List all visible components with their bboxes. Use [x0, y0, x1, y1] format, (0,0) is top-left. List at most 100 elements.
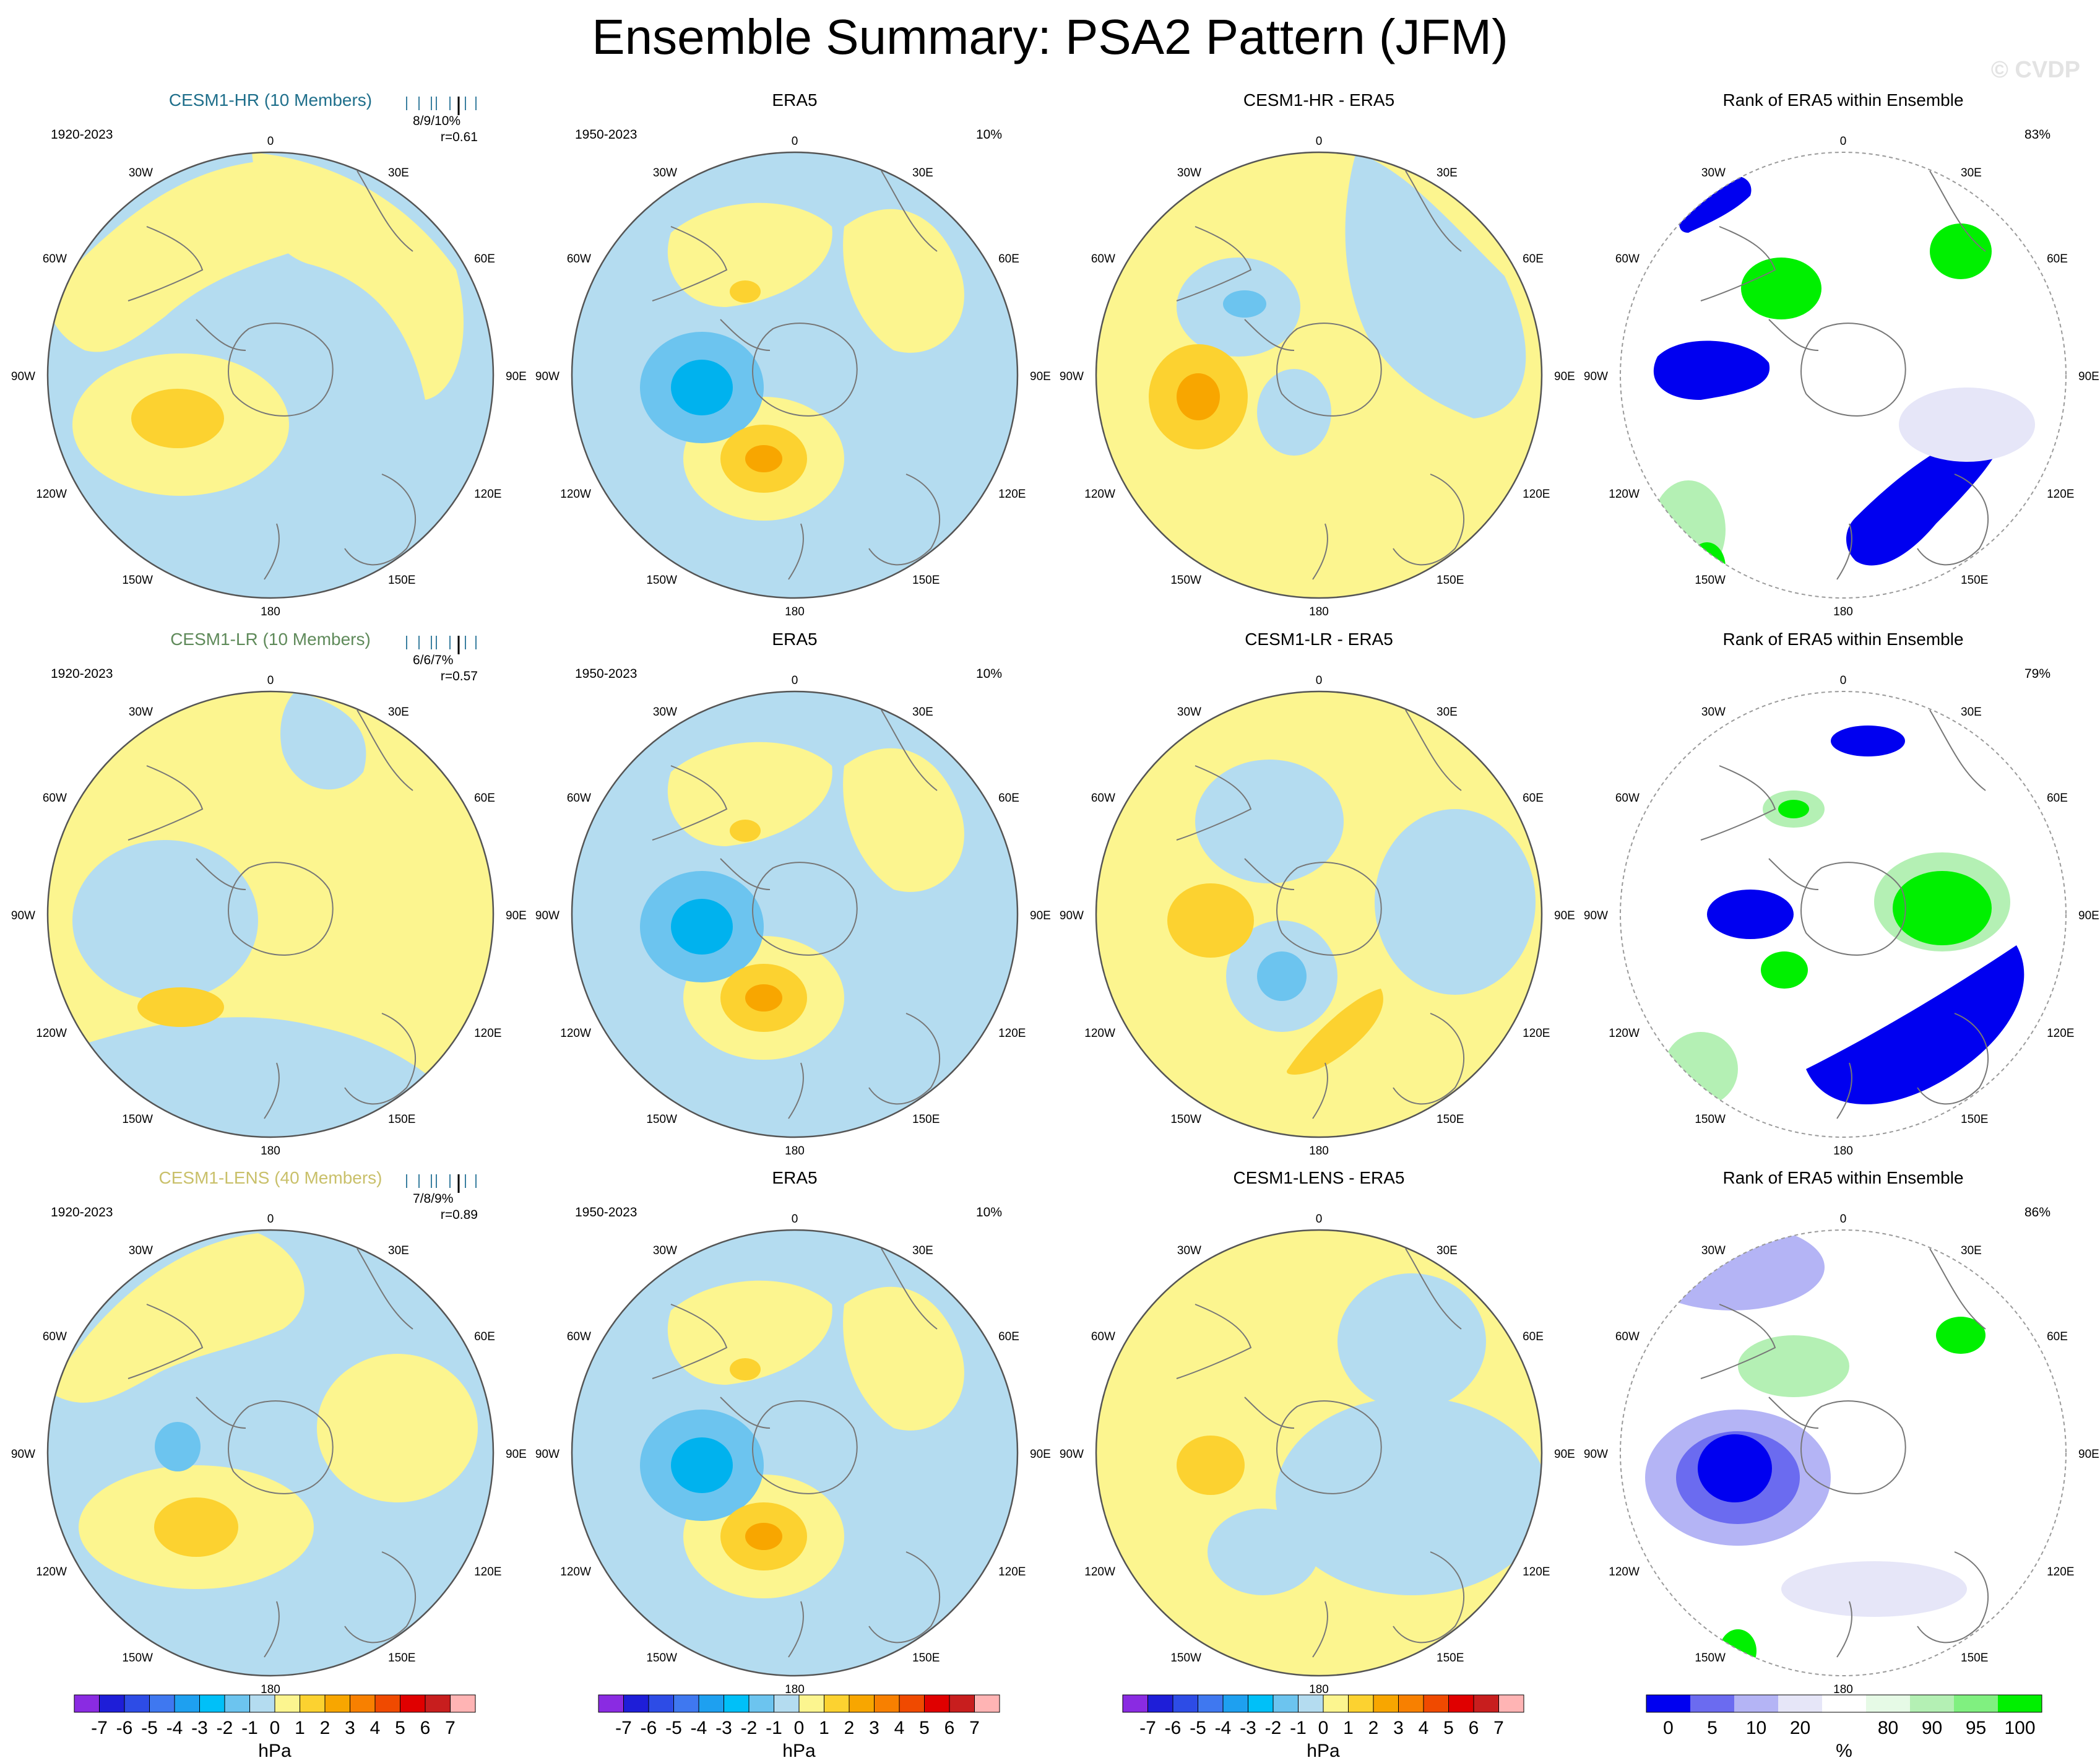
lon-label: 120W: [1084, 488, 1115, 501]
obs-field: [572, 1230, 1018, 1676]
colorbar-swatch: [1323, 1694, 1349, 1713]
lon-label: 150W: [646, 1652, 677, 1665]
panel-obs-row2: 0 30E 60E 90E 120E 150E 180 150W 120W 90W 60W 30W ER…: [535, 630, 1051, 1158]
colorbar-tick-label: 5: [1707, 1718, 1718, 1738]
africa-outline: [1929, 709, 1986, 791]
lon-label: 150E: [1437, 1652, 1464, 1665]
lon-label: 30W: [653, 167, 677, 180]
figure-title: Ensemble Summary: PSA2 Pattern (JFM): [592, 9, 1508, 64]
colorbar-tick-label: -5: [141, 1718, 158, 1738]
colorbar-swatch: [774, 1694, 800, 1713]
lon-label: 30E: [1437, 1244, 1458, 1257]
south-america-outline: [652, 765, 728, 841]
disc-border: [46, 690, 495, 1138]
diff-field: [1096, 691, 1542, 1137]
contour-region: [1208, 1509, 1319, 1595]
lon-label: 120W: [560, 488, 591, 501]
panel-diff-row2: 0 30E 60E 90E 120E 150E 180 150W 120W 90W 60W 30W CE…: [1060, 630, 1575, 1158]
lon-label: 180: [1309, 1145, 1329, 1158]
contour-region: [730, 280, 761, 303]
colorbar-swatch: [174, 1694, 200, 1713]
lon-label: 150E: [388, 1113, 415, 1126]
lon-label: 150E: [912, 1652, 940, 1665]
obs-variance-pct: 10%: [976, 667, 1002, 681]
panel-rank-row3: 0 30E 60E 90E 120E 150E 180 150W 120W 90W 60W 30W Ra…: [1584, 1168, 2099, 1696]
lon-label: 60E: [474, 1330, 495, 1343]
south-america-outline: [1176, 226, 1252, 301]
panel-rank-row2: 0 30E 60E 90E 120E 150E 180 150W 120W 90W 60W 30W Ra…: [1584, 630, 2099, 1158]
colorbar-tick-label: 1: [1343, 1718, 1354, 1738]
australia-outline: [1393, 1551, 1465, 1644]
contour-region: [1276, 1397, 1542, 1595]
ensemble-period: 1920-2023: [51, 667, 113, 681]
colorbar-swatch: [1646, 1695, 1690, 1712]
new-zealand-outline: [788, 1601, 804, 1658]
contour-region: [1195, 760, 1344, 883]
lon-label: 60E: [474, 792, 495, 805]
obs-variance-pct: 10%: [976, 128, 1002, 142]
colorbar-tick-label: 0: [1318, 1718, 1329, 1738]
rank-region: [1698, 1434, 1772, 1502]
new-zealand-outline: [264, 1601, 280, 1658]
rank-region: [1738, 1335, 1849, 1397]
lon-label: 180: [1833, 1683, 1853, 1696]
rank-region: [1936, 1317, 1985, 1354]
colorbar-tick-label: -1: [241, 1718, 258, 1738]
contour-region: [1287, 989, 1383, 1075]
australia-outline: [1917, 474, 1989, 566]
lon-label: 30E: [1437, 167, 1458, 180]
south-america-outline: [1176, 765, 1252, 841]
lon-label: 90E: [1030, 909, 1051, 922]
antarctica-outline: [228, 1400, 334, 1494]
antarctica-outline: [1800, 323, 1906, 417]
disc-border: [571, 151, 1019, 599]
contour-region: [252, 152, 464, 400]
colorbar-tick-label: -3: [715, 1718, 732, 1738]
colorbar-swatch: [849, 1694, 875, 1713]
lon-label: 60W: [1091, 792, 1115, 805]
lon-label: 60E: [2047, 253, 2068, 266]
colorbar-swatch: [748, 1694, 774, 1713]
lon-label: 90E: [1030, 370, 1051, 383]
colorbar-tick-label: -6: [116, 1718, 133, 1738]
colorbar-unit-label: %: [1836, 1741, 1852, 1761]
contour-region: [843, 209, 964, 353]
contour-region: [155, 1422, 201, 1471]
lon-label: 150E: [388, 574, 415, 587]
colorbar-swatch: [1910, 1695, 1954, 1712]
south-america-outline: [652, 1304, 728, 1379]
lon-label: 30W: [1177, 1244, 1201, 1257]
contour-region: [1223, 290, 1266, 318]
colorbar-tick-label: 95: [1966, 1718, 1986, 1738]
lon-label: 180: [1833, 605, 1853, 618]
colorbar-swatch: [824, 1694, 850, 1713]
lon-label: 60W: [567, 253, 591, 266]
africa-outline: [1929, 1248, 1986, 1330]
contour-region: [671, 1437, 733, 1493]
lon-label: 60E: [2047, 1330, 2068, 1343]
lon-label: 60W: [43, 253, 67, 266]
colorbar-frame: [1646, 1694, 2042, 1713]
diff-title: CESM1-HR - ERA5: [1243, 90, 1394, 110]
colorbar-swatch: [74, 1694, 100, 1713]
diff-title: CESM1-LENS - ERA5: [1234, 1168, 1405, 1187]
colorbar-swatch: [1734, 1695, 1778, 1712]
colorbar-tick-label: -7: [615, 1718, 632, 1738]
lon-label: 0: [267, 674, 274, 687]
africa-outline: [1929, 170, 1986, 252]
lon-label: 0: [792, 674, 798, 687]
panel-ensemble-row3: 0 30E 60E 90E 120E 150E 180 150W 120W 90W 60W 30W CE…: [11, 1168, 527, 1696]
lon-label: 120E: [998, 1566, 1026, 1579]
lon-label: 90W: [11, 1448, 35, 1461]
south-america-outline: [127, 226, 204, 301]
colorbar-swatch: [1122, 1694, 1148, 1713]
disc-border: [1620, 691, 2067, 1138]
panel-diff-row1: 0 30E 60E 90E 120E 150E 180 150W 120W 90W 60W 30W CE…: [1060, 90, 1575, 618]
lon-label: 150E: [1437, 574, 1464, 587]
lon-label: 60W: [1091, 1330, 1115, 1343]
ensemble-title: CESM1-LR (10 Members): [170, 630, 371, 649]
lon-label: 0: [267, 1213, 274, 1226]
lon-label: 150W: [1695, 1113, 1726, 1126]
lon-label: 150W: [122, 1652, 153, 1665]
africa-outline: [1405, 1248, 1462, 1330]
